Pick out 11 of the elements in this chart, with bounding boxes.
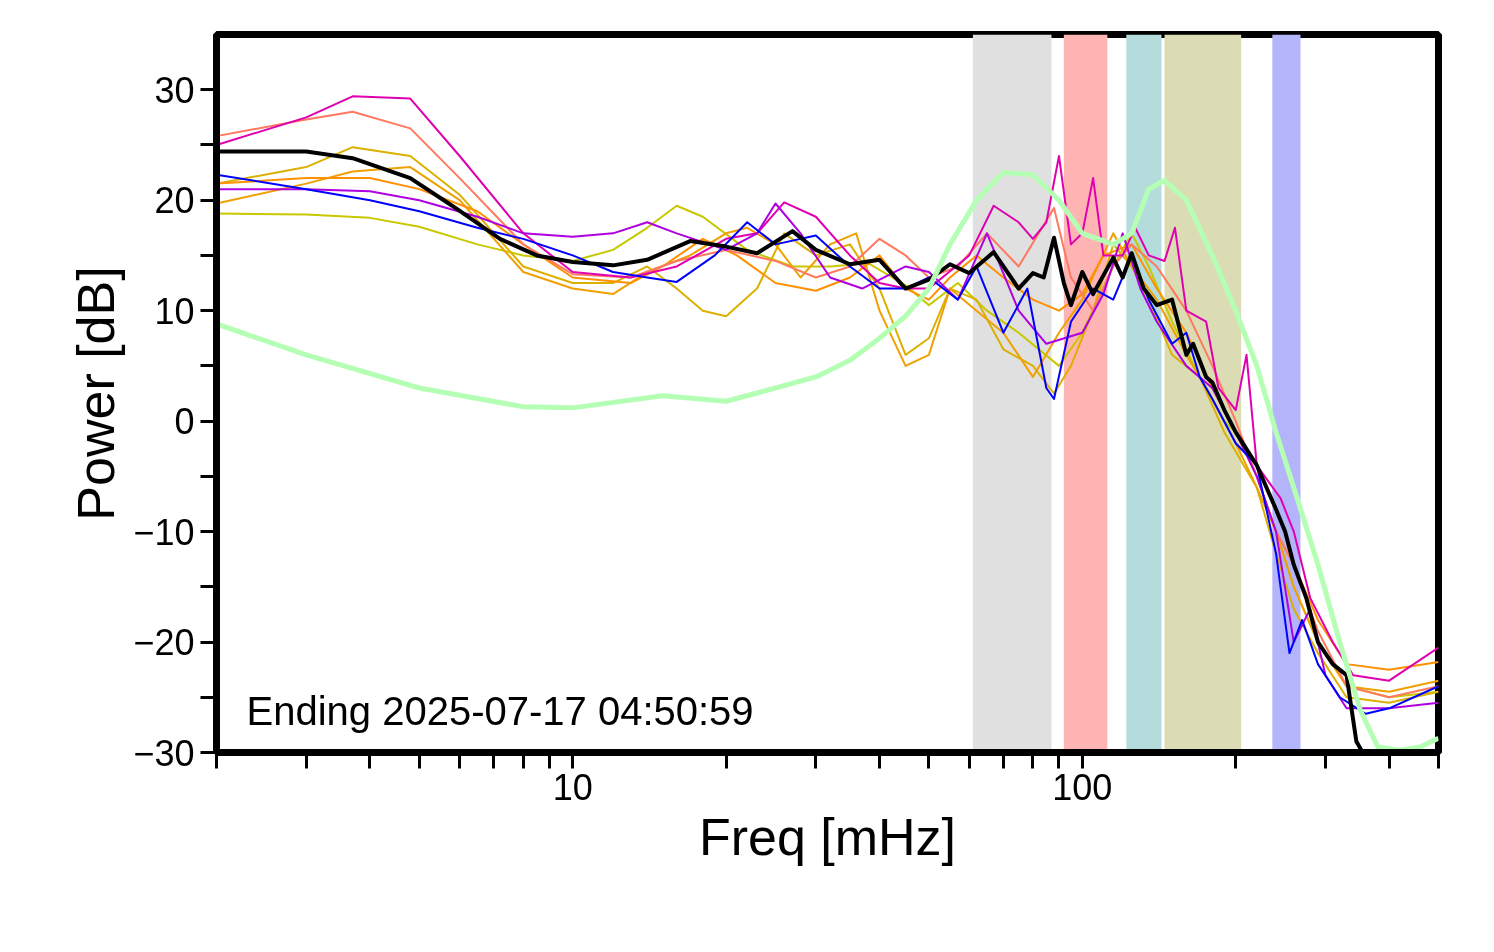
y-tick-label: 0 (174, 401, 195, 443)
y-tick-label: −20 (133, 622, 195, 664)
y-tick-label: 20 (154, 180, 195, 222)
y-tick-label: 30 (154, 69, 195, 111)
y-tick-label: −10 (133, 511, 195, 553)
y-axis-title: Power [dB] (67, 266, 126, 521)
x-tick-label: 100 (1052, 766, 1113, 808)
y-tick-label: 10 (154, 290, 195, 332)
y-tick-label: −30 (133, 732, 195, 774)
x-axis-title: Freq [mHz] (698, 807, 957, 866)
annotation: Ending 2025-07-17 04:50:59 (246, 688, 754, 733)
